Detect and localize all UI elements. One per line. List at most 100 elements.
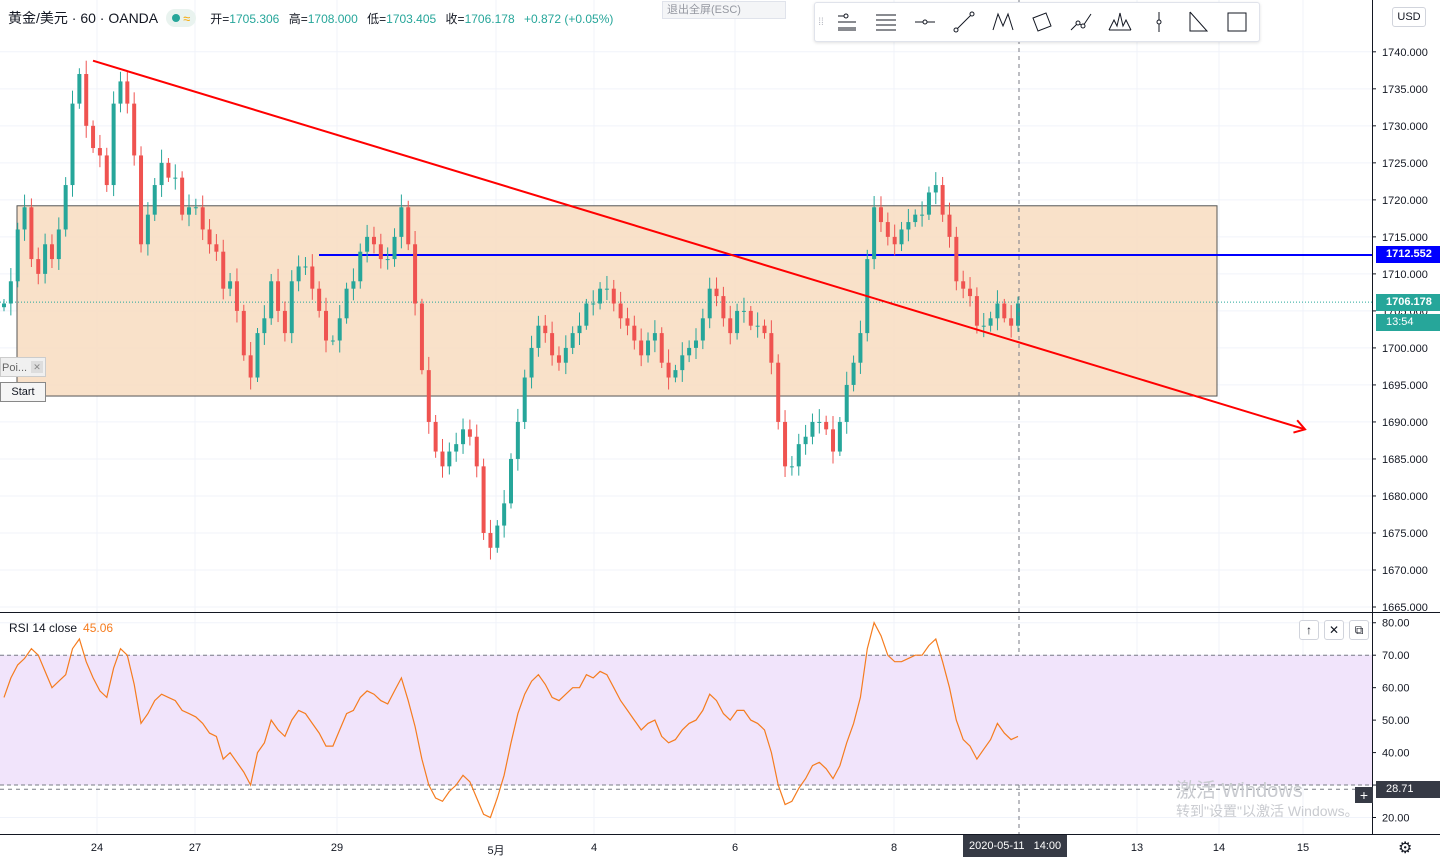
price-axis[interactable]: 1740.000 1735.000 1730.000 1725.000 1720.000…: [1372, 47, 1428, 614]
time-label: 4: [590, 842, 598, 854]
price-tick-label: 1690.000: [1382, 417, 1428, 429]
candle-body: [707, 288, 712, 319]
rsi-tick-label: 40.00: [1382, 748, 1410, 760]
triangle-pattern-icon[interactable]: [1178, 3, 1217, 41]
delayed-data-icon: ≈: [183, 10, 191, 26]
close-icon[interactable]: ✕: [31, 361, 43, 373]
candle-body: [125, 81, 130, 104]
pane-close-button[interactable]: ✕: [1324, 620, 1344, 640]
candle-body: [36, 259, 41, 274]
horizontal-ray-icon[interactable]: [827, 3, 866, 41]
candle-body: [604, 288, 609, 290]
add-plus-icon[interactable]: +: [1355, 787, 1373, 803]
candle-body: [440, 451, 445, 467]
candle-body: [892, 236, 897, 245]
time-label: 6: [731, 842, 739, 854]
price-tick-label: 1735.000: [1382, 84, 1428, 96]
price-tick-label: 1720.000: [1382, 195, 1428, 207]
high-value: 1708.000: [307, 11, 358, 26]
pane-up-button[interactable]: ↑: [1299, 620, 1319, 640]
candle-body: [221, 251, 226, 289]
candle-body: [844, 384, 849, 422]
rectangle-icon[interactable]: [1217, 3, 1256, 41]
candle-body: [536, 325, 541, 348]
candle-body: [317, 288, 322, 311]
candle-body: [118, 81, 123, 104]
open-label: 开=: [210, 11, 230, 26]
horizontal-lines-icon[interactable]: [866, 3, 905, 41]
candle-body: [974, 296, 979, 326]
candle-body: [200, 207, 205, 230]
vertical-line-icon[interactable]: [1139, 3, 1178, 41]
start-button[interactable]: Start: [0, 382, 46, 402]
candle-body: [502, 503, 507, 526]
candle-body: [591, 303, 596, 305]
candle-body: [1009, 318, 1014, 326]
candle-body: [940, 185, 945, 215]
market-status[interactable]: ≈: [166, 9, 197, 27]
trend-line-icon[interactable]: [944, 3, 983, 41]
candle-body: [995, 303, 1000, 319]
candle-body: [570, 333, 575, 348]
high-label: 高=: [288, 11, 308, 26]
candle-body: [228, 281, 233, 289]
trend-line-arrow: [1293, 419, 1307, 434]
candle-body: [358, 251, 363, 282]
trend-line[interactable]: [92, 59, 1306, 431]
candle-body: [193, 207, 198, 209]
candle-body: [269, 281, 274, 319]
candle-body: [91, 125, 96, 149]
symbol-legend[interactable]: 黄金/美元 · 60 · OANDA ≈ 开=1705.306 高=1708.0…: [8, 8, 619, 28]
drag-handle-icon[interactable]: ⁞⁞: [818, 16, 824, 28]
xabcd-pattern-icon[interactable]: [983, 3, 1022, 41]
candle-body: [173, 177, 178, 179]
candle-body: [180, 177, 185, 215]
candle-body: [303, 266, 308, 268]
rsi-legend[interactable]: RSI 14 close 45.06: [9, 621, 113, 635]
candle-body: [77, 74, 82, 104]
poi-widget[interactable]: Poi... ✕: [0, 357, 46, 377]
rsi-title: RSI 14 close: [9, 621, 78, 635]
candlestick-series: [2, 60, 1020, 560]
candle-body: [817, 421, 822, 423]
candle-body: [166, 162, 171, 178]
horizontal-line-icon[interactable]: [905, 3, 944, 41]
candle-body: [159, 162, 164, 186]
candle-body: [488, 532, 493, 548]
price-tick-label: 1710.000: [1382, 269, 1428, 281]
candle-body: [447, 451, 452, 467]
consolidation-zone-rect[interactable]: [16, 205, 1218, 397]
low-label: 低=: [367, 11, 387, 26]
candle-body: [22, 207, 27, 230]
candle-body: [426, 370, 431, 422]
candle-body: [406, 207, 411, 245]
candle-body: [207, 229, 212, 245]
candle-body: [584, 303, 589, 326]
exit-fullscreen-button[interactable]: 退出全屏(ESC): [662, 1, 786, 19]
currency-selector[interactable]: USD: [1392, 7, 1426, 27]
candle-body: [769, 333, 774, 363]
pane-maximize-button[interactable]: ⧉: [1349, 620, 1369, 640]
candle-body: [837, 421, 842, 452]
candle-body: [84, 74, 89, 126]
candle-body: [454, 444, 459, 452]
candle-body: [413, 244, 418, 304]
last-price-tag: 1706.178: [1376, 293, 1440, 311]
market-open-icon: [172, 14, 181, 22]
candle-body: [693, 340, 698, 348]
rectangle-rotated-icon[interactable]: [1022, 3, 1061, 41]
candle-body: [920, 214, 925, 216]
symbol-title[interactable]: 黄金/美元 · 60 · OANDA: [8, 10, 159, 26]
candle-body: [241, 310, 246, 356]
rsi-tick-label: 20.00: [1382, 813, 1410, 825]
candle-body: [728, 318, 733, 334]
candle-body: [433, 421, 438, 452]
path-icon[interactable]: [1061, 3, 1100, 41]
head-shoulders-icon[interactable]: [1100, 3, 1139, 41]
candle-body: [954, 236, 959, 282]
activation-watermark-title: 激活 Windows: [1176, 780, 1303, 802]
candle-body: [762, 325, 767, 334]
close-label: 收=: [445, 11, 465, 26]
settings-gear-icon[interactable]: ⚙: [1398, 840, 1413, 857]
